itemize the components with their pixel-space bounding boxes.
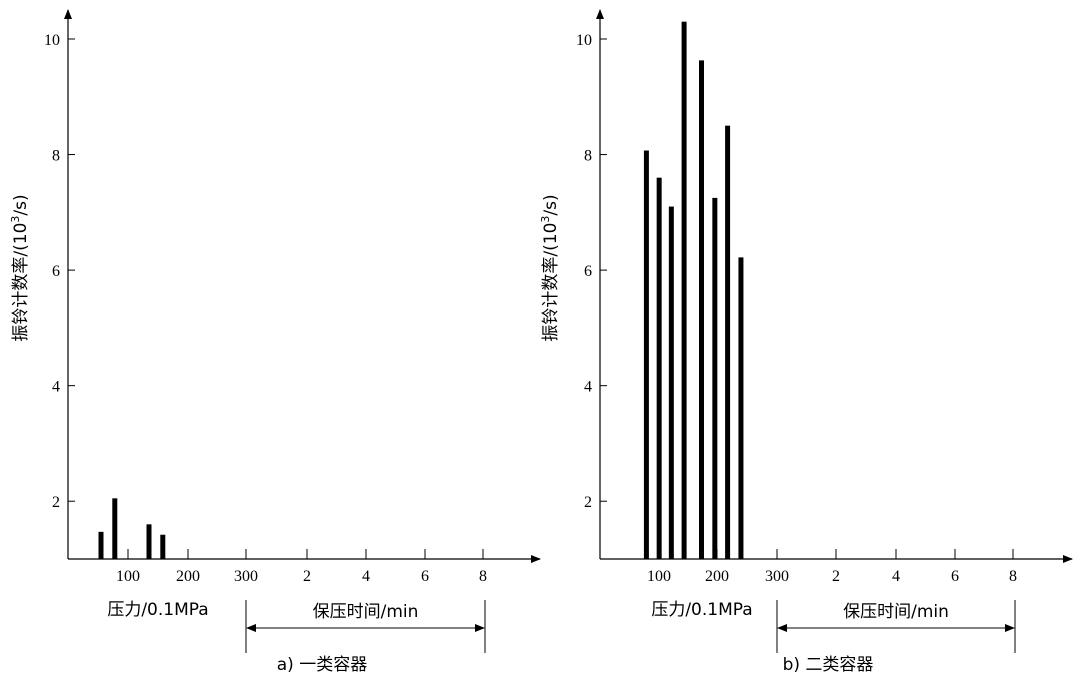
bar (160, 534, 166, 559)
bar (725, 125, 731, 560)
time-axis-label: 保压时间/min (313, 602, 419, 622)
x-tick-label-time: 4 (362, 568, 370, 585)
pressure-axis-label: 压力/0.1MPa (651, 600, 752, 620)
x-tick-label-time: 8 (1009, 568, 1017, 585)
x-tick-label-pressure: 200 (176, 568, 200, 585)
y-tick-label: 8 (52, 148, 60, 165)
panel-caption: a) 一类容器 (277, 655, 367, 675)
x-tick-label-time: 4 (892, 568, 900, 585)
bar (643, 150, 649, 559)
bar (681, 21, 687, 559)
bar (112, 498, 118, 559)
x-tick-label-time: 6 (951, 568, 959, 585)
y-tick-label: 4 (52, 379, 60, 396)
bar (712, 197, 718, 559)
x-tick-label-time: 6 (421, 568, 429, 585)
chart-panel-a: 2 4 6 8 10 振铃计数率/(103/s) 100 200 300 2 4 6 8 压力/0.1MP… (9, 9, 541, 675)
bar (668, 206, 674, 560)
x-tick-label-pressure: 100 (116, 568, 140, 585)
x-tick-label-pressure: 200 (705, 568, 729, 585)
bar (738, 257, 744, 559)
x-tick-label-pressure: 300 (234, 568, 258, 585)
y-tick-label: 10 (44, 32, 60, 49)
chart-panel-b: 2 4 6 8 10 振铃计数率/(103/s) 100 200 300 2 4 6 8 压力/0.1MP… (539, 9, 1073, 675)
y-tick-label: 6 (584, 263, 592, 280)
x-tick-label-time: 2 (303, 568, 311, 585)
pressure-axis-label: 压力/0.1MPa (107, 600, 208, 620)
y-axis-label: 振铃计数率/(103/s) (539, 194, 561, 341)
bar (98, 531, 104, 559)
bar (656, 177, 662, 559)
y-tick-label: 10 (576, 32, 592, 49)
y-axis-label: 振铃计数率/(103/s) (9, 194, 31, 341)
bar (699, 60, 704, 559)
x-tick-label-time: 2 (832, 568, 840, 585)
y-tick-label: 4 (584, 379, 592, 396)
y-tick-label: 8 (584, 148, 592, 165)
x-tick-label-pressure: 300 (765, 568, 789, 585)
x-tick-label-time: 8 (479, 568, 487, 585)
y-tick-label: 6 (52, 263, 60, 280)
bar (146, 524, 152, 559)
panel-caption: b) 二类容器 (783, 655, 874, 675)
time-axis-label: 保压时间/min (843, 602, 949, 622)
x-tick-label-pressure: 100 (647, 568, 671, 585)
y-tick-label: 2 (52, 494, 60, 511)
y-tick-label: 2 (584, 494, 592, 511)
